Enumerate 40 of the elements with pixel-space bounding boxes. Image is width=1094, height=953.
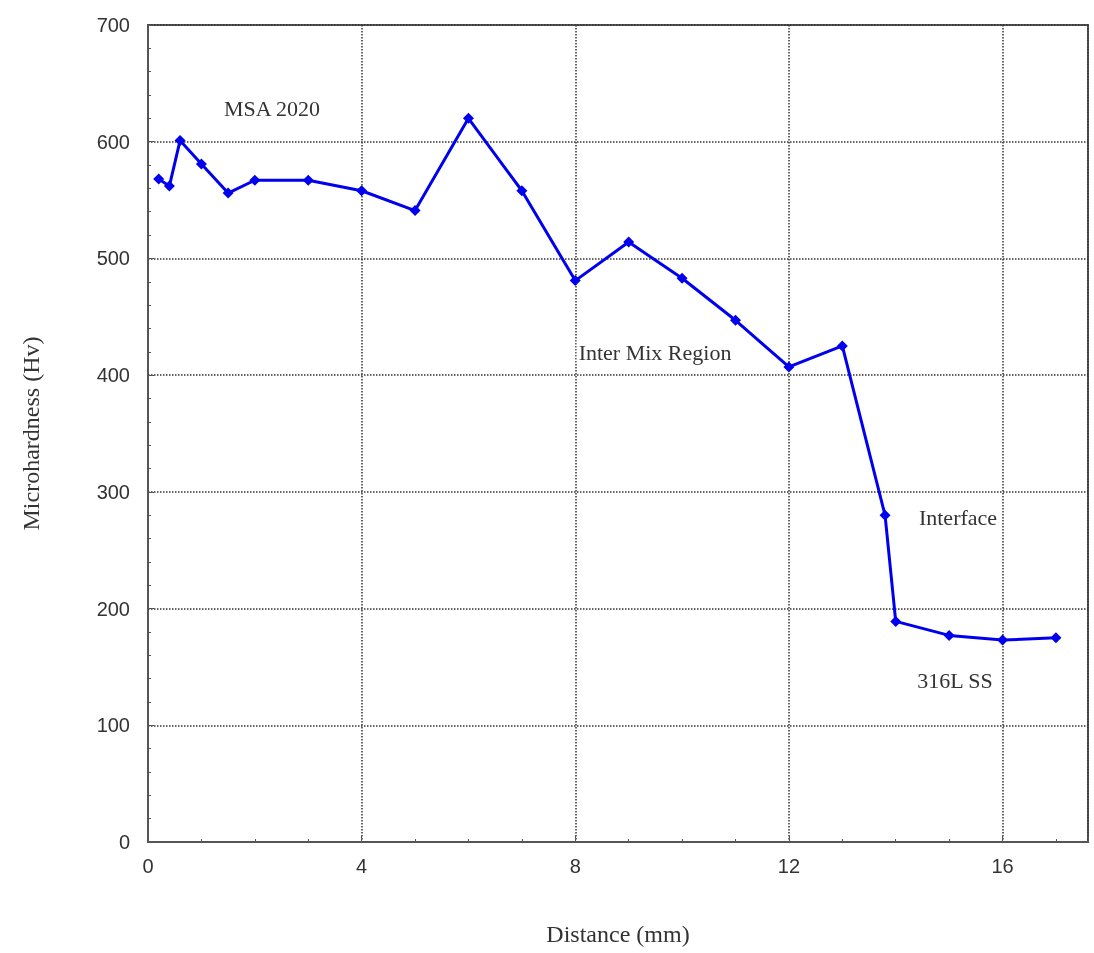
annotation: Inter Mix Region xyxy=(578,339,732,365)
point xyxy=(174,135,186,147)
x-tick-label: 16 xyxy=(991,855,1014,877)
point xyxy=(409,205,421,217)
y-tick-label: 100 xyxy=(96,714,130,737)
annotation: 316L SS xyxy=(917,667,993,693)
y-tick-label: 500 xyxy=(96,247,130,270)
y-tick-label: 400 xyxy=(96,364,130,387)
point xyxy=(462,112,474,124)
point xyxy=(302,174,314,186)
point xyxy=(730,314,741,326)
y-tick-label: 300 xyxy=(96,480,130,503)
x-tick-label: 12 xyxy=(777,855,801,877)
point xyxy=(676,272,688,284)
x-axis-title: Distance (mm) xyxy=(546,921,690,947)
y-tick-label: 200 xyxy=(96,597,130,620)
annotation: MSA 2020 xyxy=(224,95,320,121)
point xyxy=(153,173,165,185)
point xyxy=(569,275,581,287)
point xyxy=(836,340,848,352)
point xyxy=(163,180,175,192)
point xyxy=(222,187,234,199)
point xyxy=(249,174,261,186)
y-tick-label: 0 xyxy=(118,831,130,853)
y-axis-title: Microhardness (Hv) xyxy=(18,336,44,531)
x-tick-label: 8 xyxy=(569,855,581,877)
y-tick-label: 700 xyxy=(96,14,130,36)
x-tick-label: 4 xyxy=(356,855,368,877)
y-tick-label: 600 xyxy=(96,130,130,153)
point xyxy=(356,185,368,197)
point xyxy=(623,236,635,248)
point xyxy=(943,629,955,641)
annotation: Interface xyxy=(918,504,998,530)
point xyxy=(195,158,207,170)
point xyxy=(1050,632,1062,644)
point xyxy=(783,361,795,373)
x-tick-label: 0 xyxy=(142,855,154,877)
point xyxy=(890,615,902,627)
point xyxy=(516,185,528,197)
point xyxy=(879,509,891,521)
